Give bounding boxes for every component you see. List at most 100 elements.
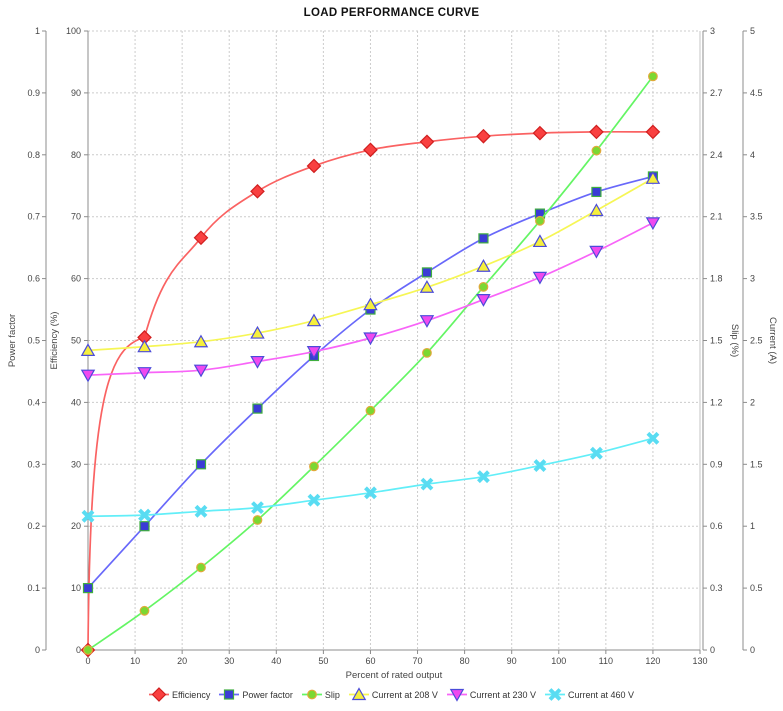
tick-label: 0.1 <box>27 583 40 593</box>
series-marker <box>533 459 547 472</box>
series-marker <box>422 347 432 358</box>
legend-item: Power factor <box>219 687 293 702</box>
tick-label: 0.2 <box>27 521 40 531</box>
series-marker <box>478 233 489 244</box>
series-marker <box>307 493 321 507</box>
tick-label: 1.2 <box>710 397 723 407</box>
series-marker <box>476 294 491 307</box>
tick-label: 0.9 <box>27 88 40 98</box>
series-marker <box>478 281 489 292</box>
diamond-legend-icon <box>148 687 169 702</box>
tick-label: 3 <box>710 26 715 36</box>
tick-label: 90 <box>71 88 81 98</box>
series-marker <box>476 258 491 272</box>
legend-item: Current at 230 V <box>446 687 536 702</box>
tick-label: 0 <box>710 645 715 655</box>
tick-label: 0.9 <box>710 459 723 469</box>
series-marker <box>80 369 96 383</box>
series-marker <box>193 334 209 348</box>
series-marker <box>82 582 94 594</box>
series-current-at-208-v <box>80 171 661 357</box>
tick-label: 3.5 <box>750 212 763 222</box>
tick-label: 0.6 <box>710 521 723 531</box>
series-marker <box>419 280 435 293</box>
tick-label: 2.4 <box>710 150 723 160</box>
tick-label: 1.5 <box>710 336 723 346</box>
series-marker <box>139 605 150 616</box>
x-legend-icon <box>544 688 565 701</box>
square-legend-icon <box>219 689 240 700</box>
series-marker <box>477 470 490 484</box>
tick-label: 4 <box>750 150 755 160</box>
series-marker <box>137 367 152 380</box>
tick-label: 100 <box>66 26 81 36</box>
legend-marker <box>351 687 367 701</box>
tick-label: 3 <box>750 274 755 284</box>
series-marker <box>535 215 545 226</box>
chart-title: LOAD PERFORMANCE CURVE <box>303 7 480 19</box>
chart-legend: Efficiency Power factor Slip Current at 208… <box>0 687 783 702</box>
tick-label: 60 <box>71 274 81 284</box>
axis-slip: 0 0.3 0.6 0.9 1.2 1.5 1.8 2.1 2.4 2.7 3 Slip (%) <box>702 26 740 655</box>
tick-label: 30 <box>71 459 81 469</box>
tick-label: 0.3 <box>27 459 40 469</box>
series-marker <box>365 405 376 416</box>
series-marker <box>250 325 265 339</box>
series-marker <box>194 504 208 518</box>
series-marker <box>419 134 435 150</box>
tick-label: 1.8 <box>710 274 723 284</box>
series-marker <box>646 431 660 445</box>
series-marker <box>193 364 209 378</box>
series-marker <box>532 125 548 141</box>
tick-label: 40 <box>71 397 81 407</box>
series-line <box>87 175 654 589</box>
circle-legend-icon <box>301 689 322 700</box>
tick-label: 0.6 <box>27 274 40 284</box>
tick-label: 0 <box>35 645 40 655</box>
tick-label: 80 <box>460 656 470 666</box>
axis-title-efficiency: Efficiency (%) <box>49 312 60 370</box>
axis-power_factor: 0 0.1 0.2 0.3 0.4 0.5 0.6 0.7 0.8 0.9 1 Power facto… <box>7 26 47 655</box>
series-marker <box>363 142 378 158</box>
series-marker <box>250 183 265 199</box>
tick-label: 70 <box>413 656 423 666</box>
series-marker <box>252 515 263 525</box>
tick-label: 0.4 <box>27 397 40 407</box>
series-marker <box>645 217 661 231</box>
series-marker <box>419 315 435 328</box>
series-line <box>87 75 654 651</box>
tick-label: 1 <box>35 26 40 36</box>
series-marker <box>476 128 491 144</box>
series-marker <box>137 339 152 353</box>
tick-label: 4.5 <box>750 88 763 98</box>
legend-item: Efficiency <box>148 687 211 702</box>
tick-label: 2.1 <box>710 212 723 222</box>
legend-label: Efficiency <box>171 689 211 700</box>
series-marker <box>252 403 263 414</box>
tick-label: 40 <box>271 656 281 666</box>
series-marker <box>309 461 319 472</box>
series-marker <box>648 71 658 82</box>
legend-label: Slip <box>324 689 340 700</box>
axis-title-current: Current (A) <box>767 317 778 364</box>
legend-marker <box>449 688 465 702</box>
tick-label: 130 <box>692 656 707 666</box>
tick-label: 70 <box>71 212 81 222</box>
series-current-at-230-v <box>80 217 661 383</box>
tick-label: 80 <box>71 150 81 160</box>
tick-label: 10 <box>130 656 140 666</box>
axis-x: 0 10 20 30 40 50 60 70 80 90 100 110 120 130 Percent o… <box>85 649 708 681</box>
series-marker <box>421 267 433 278</box>
tick-label: 60 <box>365 656 375 666</box>
series-marker <box>251 501 264 515</box>
series-marker <box>532 271 548 285</box>
tick-label: 30 <box>224 656 234 666</box>
legend-marker <box>306 689 317 700</box>
triangle-down-legend-icon <box>446 688 467 702</box>
series-marker <box>420 477 434 491</box>
legend-marker <box>151 687 167 702</box>
axis-title-power_factor: Power factor <box>7 314 18 367</box>
tick-label: 0 <box>76 645 81 655</box>
